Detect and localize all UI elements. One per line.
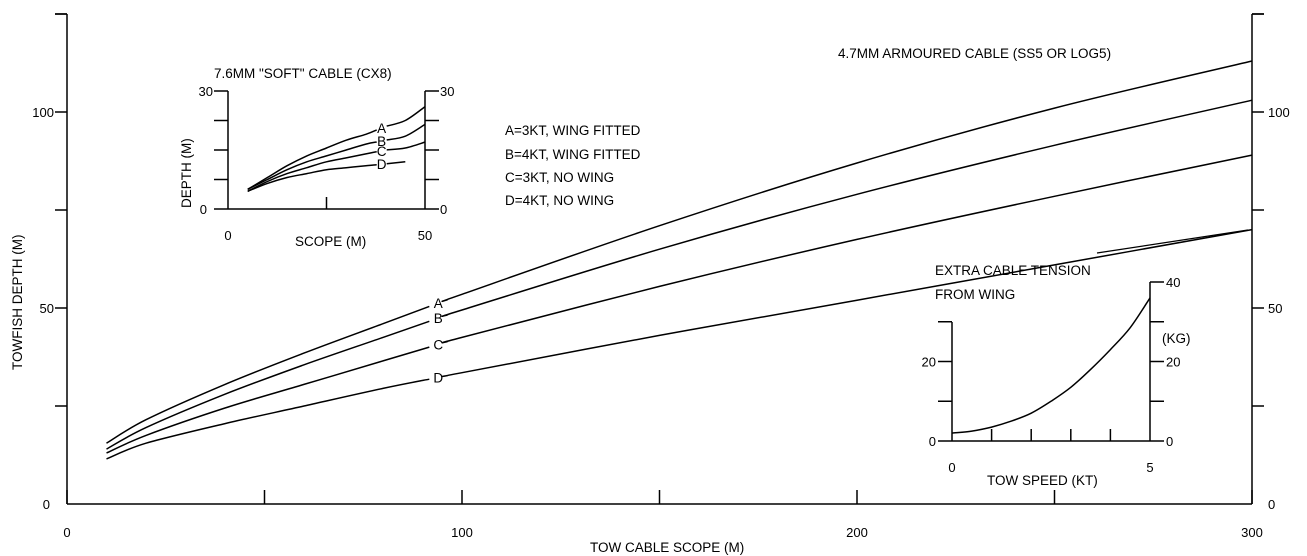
main-y-tick-label-left: 50 bbox=[40, 301, 54, 316]
inset-curve-label-b: B bbox=[377, 134, 386, 149]
tension-y-tick-label-left: 20 bbox=[922, 355, 936, 370]
inset-title: 7.6MM "SOFT" CABLE (CX8) bbox=[214, 66, 392, 81]
main-y-tick-label-right: 100 bbox=[1268, 105, 1290, 120]
inset-curve-label-d: D bbox=[377, 157, 387, 172]
tension-unit-label: (KG) bbox=[1162, 331, 1191, 346]
main-x-tick-label: 100 bbox=[451, 525, 473, 540]
main-curve-label-d: D bbox=[433, 370, 443, 385]
tension-y-tick-label-left: 0 bbox=[929, 434, 936, 449]
main-x-tick-label: 0 bbox=[63, 525, 70, 540]
inset-ticks: 0 50 0 0 30 30 bbox=[199, 84, 455, 243]
main-y-tick-label-right: 50 bbox=[1268, 301, 1282, 316]
tension-y-tick-label-right: 40 bbox=[1166, 275, 1180, 290]
main-x-tick-label: 300 bbox=[1241, 525, 1263, 540]
main-x-tick-label: 200 bbox=[846, 525, 868, 540]
tension-x-axis-label: TOW SPEED (KT) bbox=[987, 473, 1098, 488]
main-x-axis-label: TOW CABLE SCOPE (M) bbox=[590, 540, 744, 555]
inset-curve-c-left bbox=[247, 151, 377, 192]
inset-x-axis-label: SCOPE (M) bbox=[295, 234, 366, 249]
main-curve-label-c: C bbox=[433, 337, 443, 352]
inset-y-tick-label-right: 0 bbox=[440, 202, 447, 217]
inset-curve-d-left bbox=[247, 163, 377, 192]
inset-curve-b-right bbox=[386, 123, 426, 141]
main-y-tick-label-right: 0 bbox=[1268, 497, 1275, 512]
inset-x-tick-label: 0 bbox=[224, 228, 231, 243]
main-curve-a-left bbox=[106, 305, 430, 444]
main-curve-d-left bbox=[106, 378, 430, 460]
inset-x-tick-label: 50 bbox=[418, 228, 432, 243]
legend-line-c: C=3KT, NO WING bbox=[505, 170, 614, 185]
main-curve-a-right bbox=[441, 60, 1253, 303]
main-curve-d-right bbox=[441, 228, 1253, 378]
tension-y-tick-label-right: 20 bbox=[1166, 355, 1180, 370]
inset-curve-d-right bbox=[386, 161, 406, 165]
legend-line-d: D=4KT, NO WING bbox=[505, 193, 614, 208]
inset-y-axis-label: DEPTH (M) bbox=[179, 138, 194, 208]
main-curve-c-left bbox=[106, 346, 430, 454]
tension-leader-line bbox=[1096, 229, 1249, 254]
main-curve-b-right bbox=[441, 99, 1253, 318]
inset-curve-label-a: A bbox=[377, 121, 386, 136]
main-curve-c-right bbox=[441, 154, 1253, 344]
main-title: 4.7MM ARMOURED CABLE (SS5 OR LOG5) bbox=[838, 46, 1111, 61]
legend: A=3KT, WING FITTED B=4KT, WING FITTED C=… bbox=[505, 123, 641, 208]
main-curve-label-a: A bbox=[434, 296, 443, 311]
main-curve-b-left bbox=[106, 320, 430, 450]
tension-annotation-line1: EXTRA CABLE TENSION bbox=[935, 263, 1091, 278]
inset-curve-a-left bbox=[247, 129, 377, 190]
inset-y-tick-label-left: 30 bbox=[199, 84, 213, 99]
tension-y-tick-label-right: 0 bbox=[1166, 434, 1173, 449]
inset-curve-b-left bbox=[247, 141, 377, 190]
tension-x-tick-label: 5 bbox=[1146, 460, 1153, 475]
legend-line-b: B=4KT, WING FITTED bbox=[505, 147, 641, 162]
main-y-tick-label-left: 100 bbox=[32, 105, 54, 120]
tension-curves bbox=[951, 297, 1151, 434]
inset-y-tick-label-left: 0 bbox=[200, 202, 207, 217]
tension-x-tick-label: 0 bbox=[948, 460, 955, 475]
inset-curve-c-right bbox=[386, 141, 426, 151]
inset-y-tick-label-right: 30 bbox=[440, 84, 454, 99]
main-curve-label-b: B bbox=[434, 311, 443, 326]
main-y-tick-label-left: 0 bbox=[43, 497, 50, 512]
legend-line-a: A=3KT, WING FITTED bbox=[505, 123, 641, 138]
tension-annotation-line2: FROM WING bbox=[935, 287, 1015, 302]
inset-curve-a-right bbox=[386, 106, 426, 127]
tension-curve bbox=[951, 297, 1151, 434]
main-y-axis-label: TOWFISH DEPTH (M) bbox=[10, 235, 25, 371]
inset-curve-label-c: C bbox=[377, 144, 387, 159]
